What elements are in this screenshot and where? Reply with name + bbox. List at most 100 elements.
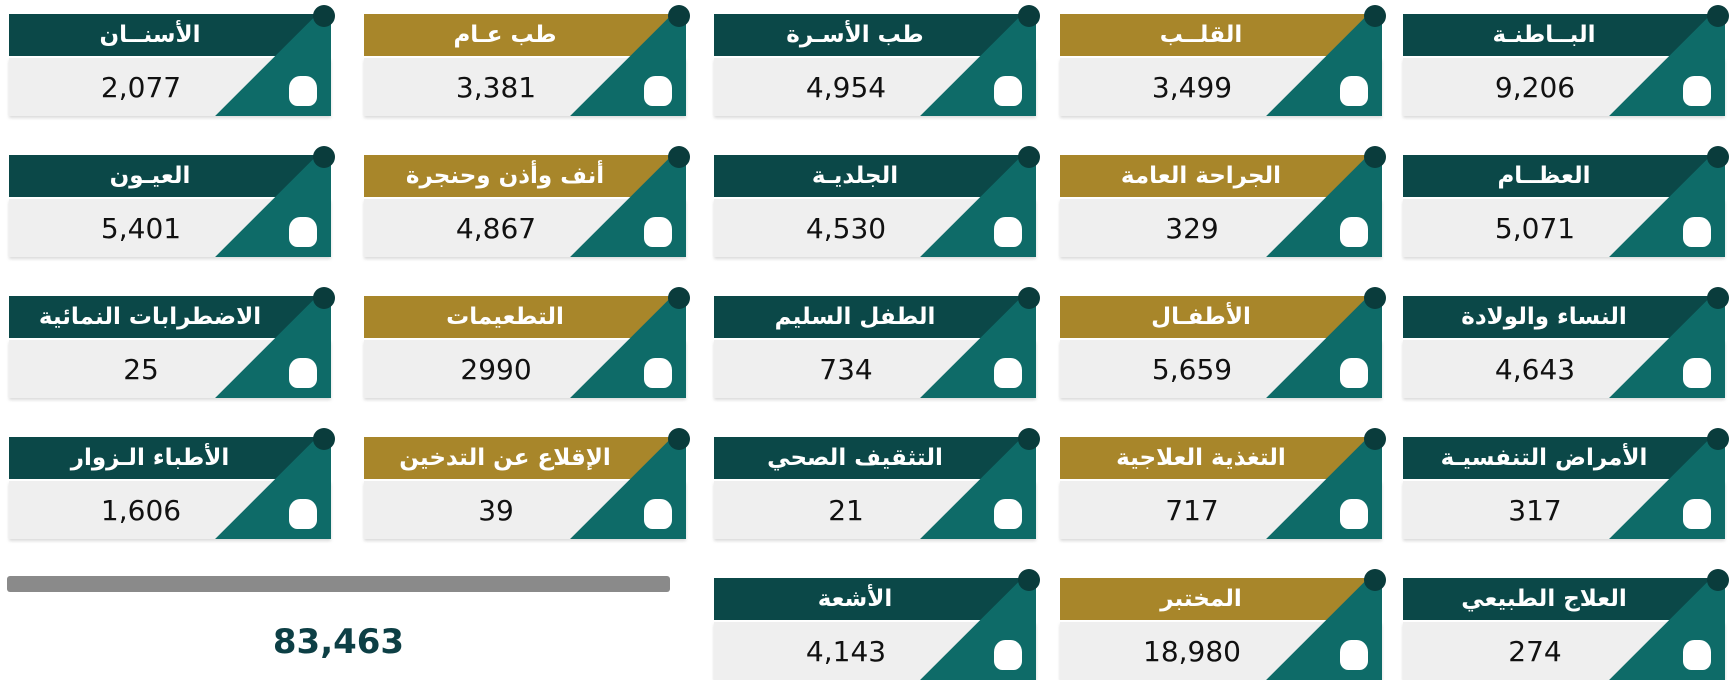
tile-header: الأشعة [714, 578, 1036, 620]
tile-value: 317 [1508, 493, 1562, 527]
corner-dot [668, 428, 690, 450]
tile-value: 39 [478, 493, 514, 527]
tile-header: البــاطنـة [1403, 14, 1725, 56]
tile-header: طب عـام [364, 14, 686, 56]
tile-value: 5,401 [100, 211, 182, 245]
corner-dot [313, 146, 335, 168]
corner-dot [668, 5, 690, 27]
progress-bar [7, 576, 670, 592]
corner-dot [1018, 5, 1040, 27]
stat-tile: 2990 التطعيمات [364, 287, 690, 398]
stat-tile: 329 الجراحة العامة [1060, 146, 1386, 257]
tile-header: العلاج الطبيعي [1403, 578, 1725, 620]
stat-tile: 4,143 الأشعة [714, 569, 1040, 680]
stat-tile: 18,980 المختبر [1060, 569, 1386, 680]
tile-header: التثقيف الصحي [714, 437, 1036, 479]
corner-dot [1707, 146, 1729, 168]
stat-tile: 4,867 أنف وأذن وحنجرة [364, 146, 690, 257]
stat-tile: 4,954 طب الأسـرة [714, 5, 1040, 116]
tile-icon [1340, 640, 1368, 670]
corner-dot [1018, 569, 1040, 591]
stat-tile: 4,643 النساء والولادة [1403, 287, 1729, 398]
corner-dot [1707, 428, 1729, 450]
tile-icon [1683, 640, 1711, 670]
tile-value: 1,606 [100, 493, 182, 527]
tile-icon [644, 76, 672, 106]
stat-tile: 39 الإقلاع عن التدخين [364, 428, 690, 539]
stat-tile: 25 الاضطرابات النمائية [9, 287, 335, 398]
tile-header: العظــام [1403, 155, 1725, 197]
tile-value: 9,206 [1494, 70, 1576, 104]
corner-dot [1707, 569, 1729, 591]
corner-dot [668, 287, 690, 309]
tile-header: الأطباء الـزوار [9, 437, 331, 479]
tile-icon [1683, 499, 1711, 529]
tile-icon [994, 217, 1022, 247]
tile-icon [644, 217, 672, 247]
corner-dot [313, 287, 335, 309]
corner-dot [1364, 569, 1386, 591]
tile-icon [1340, 499, 1368, 529]
tile-icon [994, 640, 1022, 670]
tile-header: الأسنــان [9, 14, 331, 56]
corner-dot [1018, 428, 1040, 450]
tile-value: 18,980 [1143, 634, 1241, 668]
corner-dot [1364, 428, 1386, 450]
tile-header: النساء والولادة [1403, 296, 1725, 338]
tile-icon [289, 358, 317, 388]
tile-value: 25 [123, 352, 159, 386]
stat-tile: 9,206 البــاطنـة [1403, 5, 1729, 116]
tile-header: القلــب [1060, 14, 1382, 56]
stat-tile: 21 التثقيف الصحي [714, 428, 1040, 539]
total: 83,463 [272, 622, 405, 662]
corner-dot [313, 428, 335, 450]
tile-header: الطفل السليم [714, 296, 1036, 338]
tile-value: 4,530 [805, 211, 887, 245]
tile-value: 5,659 [1151, 352, 1233, 386]
stat-tile: 5,071 العظــام [1403, 146, 1729, 257]
corner-dot [1364, 146, 1386, 168]
tile-header: التطعيمات [364, 296, 686, 338]
tile-value: 3,499 [1151, 70, 1233, 104]
tile-value: 734 [819, 352, 873, 386]
tile-header: الاضطرابات النمائية [9, 296, 331, 338]
tile-value: 274 [1508, 634, 1562, 668]
tile-icon [994, 76, 1022, 106]
stat-tile: 734 الطفل السليم [714, 287, 1040, 398]
tile-value: 717 [1165, 493, 1219, 527]
tile-icon [644, 499, 672, 529]
stat-tile: 2,077 الأسنــان [9, 5, 335, 116]
tile-value: 2990 [460, 352, 532, 386]
tile-icon [289, 217, 317, 247]
tile-header: الأطفـال [1060, 296, 1382, 338]
tile-icon [994, 499, 1022, 529]
tile-header: التغذية العلاجية [1060, 437, 1382, 479]
tile-icon [1340, 217, 1368, 247]
tile-icon [1340, 358, 1368, 388]
tile-value: 4,143 [805, 634, 887, 668]
tile-header: المختبر [1060, 578, 1382, 620]
stat-tile: 5,401 العيـون [9, 146, 335, 257]
tile-icon [994, 358, 1022, 388]
stat-tile: 274 العلاج الطبيعي [1403, 569, 1729, 680]
tile-header: الجراحة العامة [1060, 155, 1382, 197]
corner-dot [1707, 5, 1729, 27]
stat-tile: 3,381 طب عـام [364, 5, 690, 116]
tile-header: العيـون [9, 155, 331, 197]
corner-dot [313, 5, 335, 27]
stat-tile: 3,499 القلــب [1060, 5, 1386, 116]
tile-value: 329 [1165, 211, 1219, 245]
tile-icon [1683, 217, 1711, 247]
tile-header: الإقلاع عن التدخين [364, 437, 686, 479]
tile-icon [1683, 358, 1711, 388]
stat-tile: 717 التغذية العلاجية [1060, 428, 1386, 539]
tile-value: 4,954 [805, 70, 887, 104]
stat-tile: 5,659 الأطفـال [1060, 287, 1386, 398]
corner-dot [668, 146, 690, 168]
corner-dot [1707, 287, 1729, 309]
corner-dot [1018, 287, 1040, 309]
corner-dot [1018, 146, 1040, 168]
tile-icon [644, 358, 672, 388]
stat-tile: 317 الأمراض التنفسيـة [1403, 428, 1729, 539]
tile-header: طب الأسـرة [714, 14, 1036, 56]
